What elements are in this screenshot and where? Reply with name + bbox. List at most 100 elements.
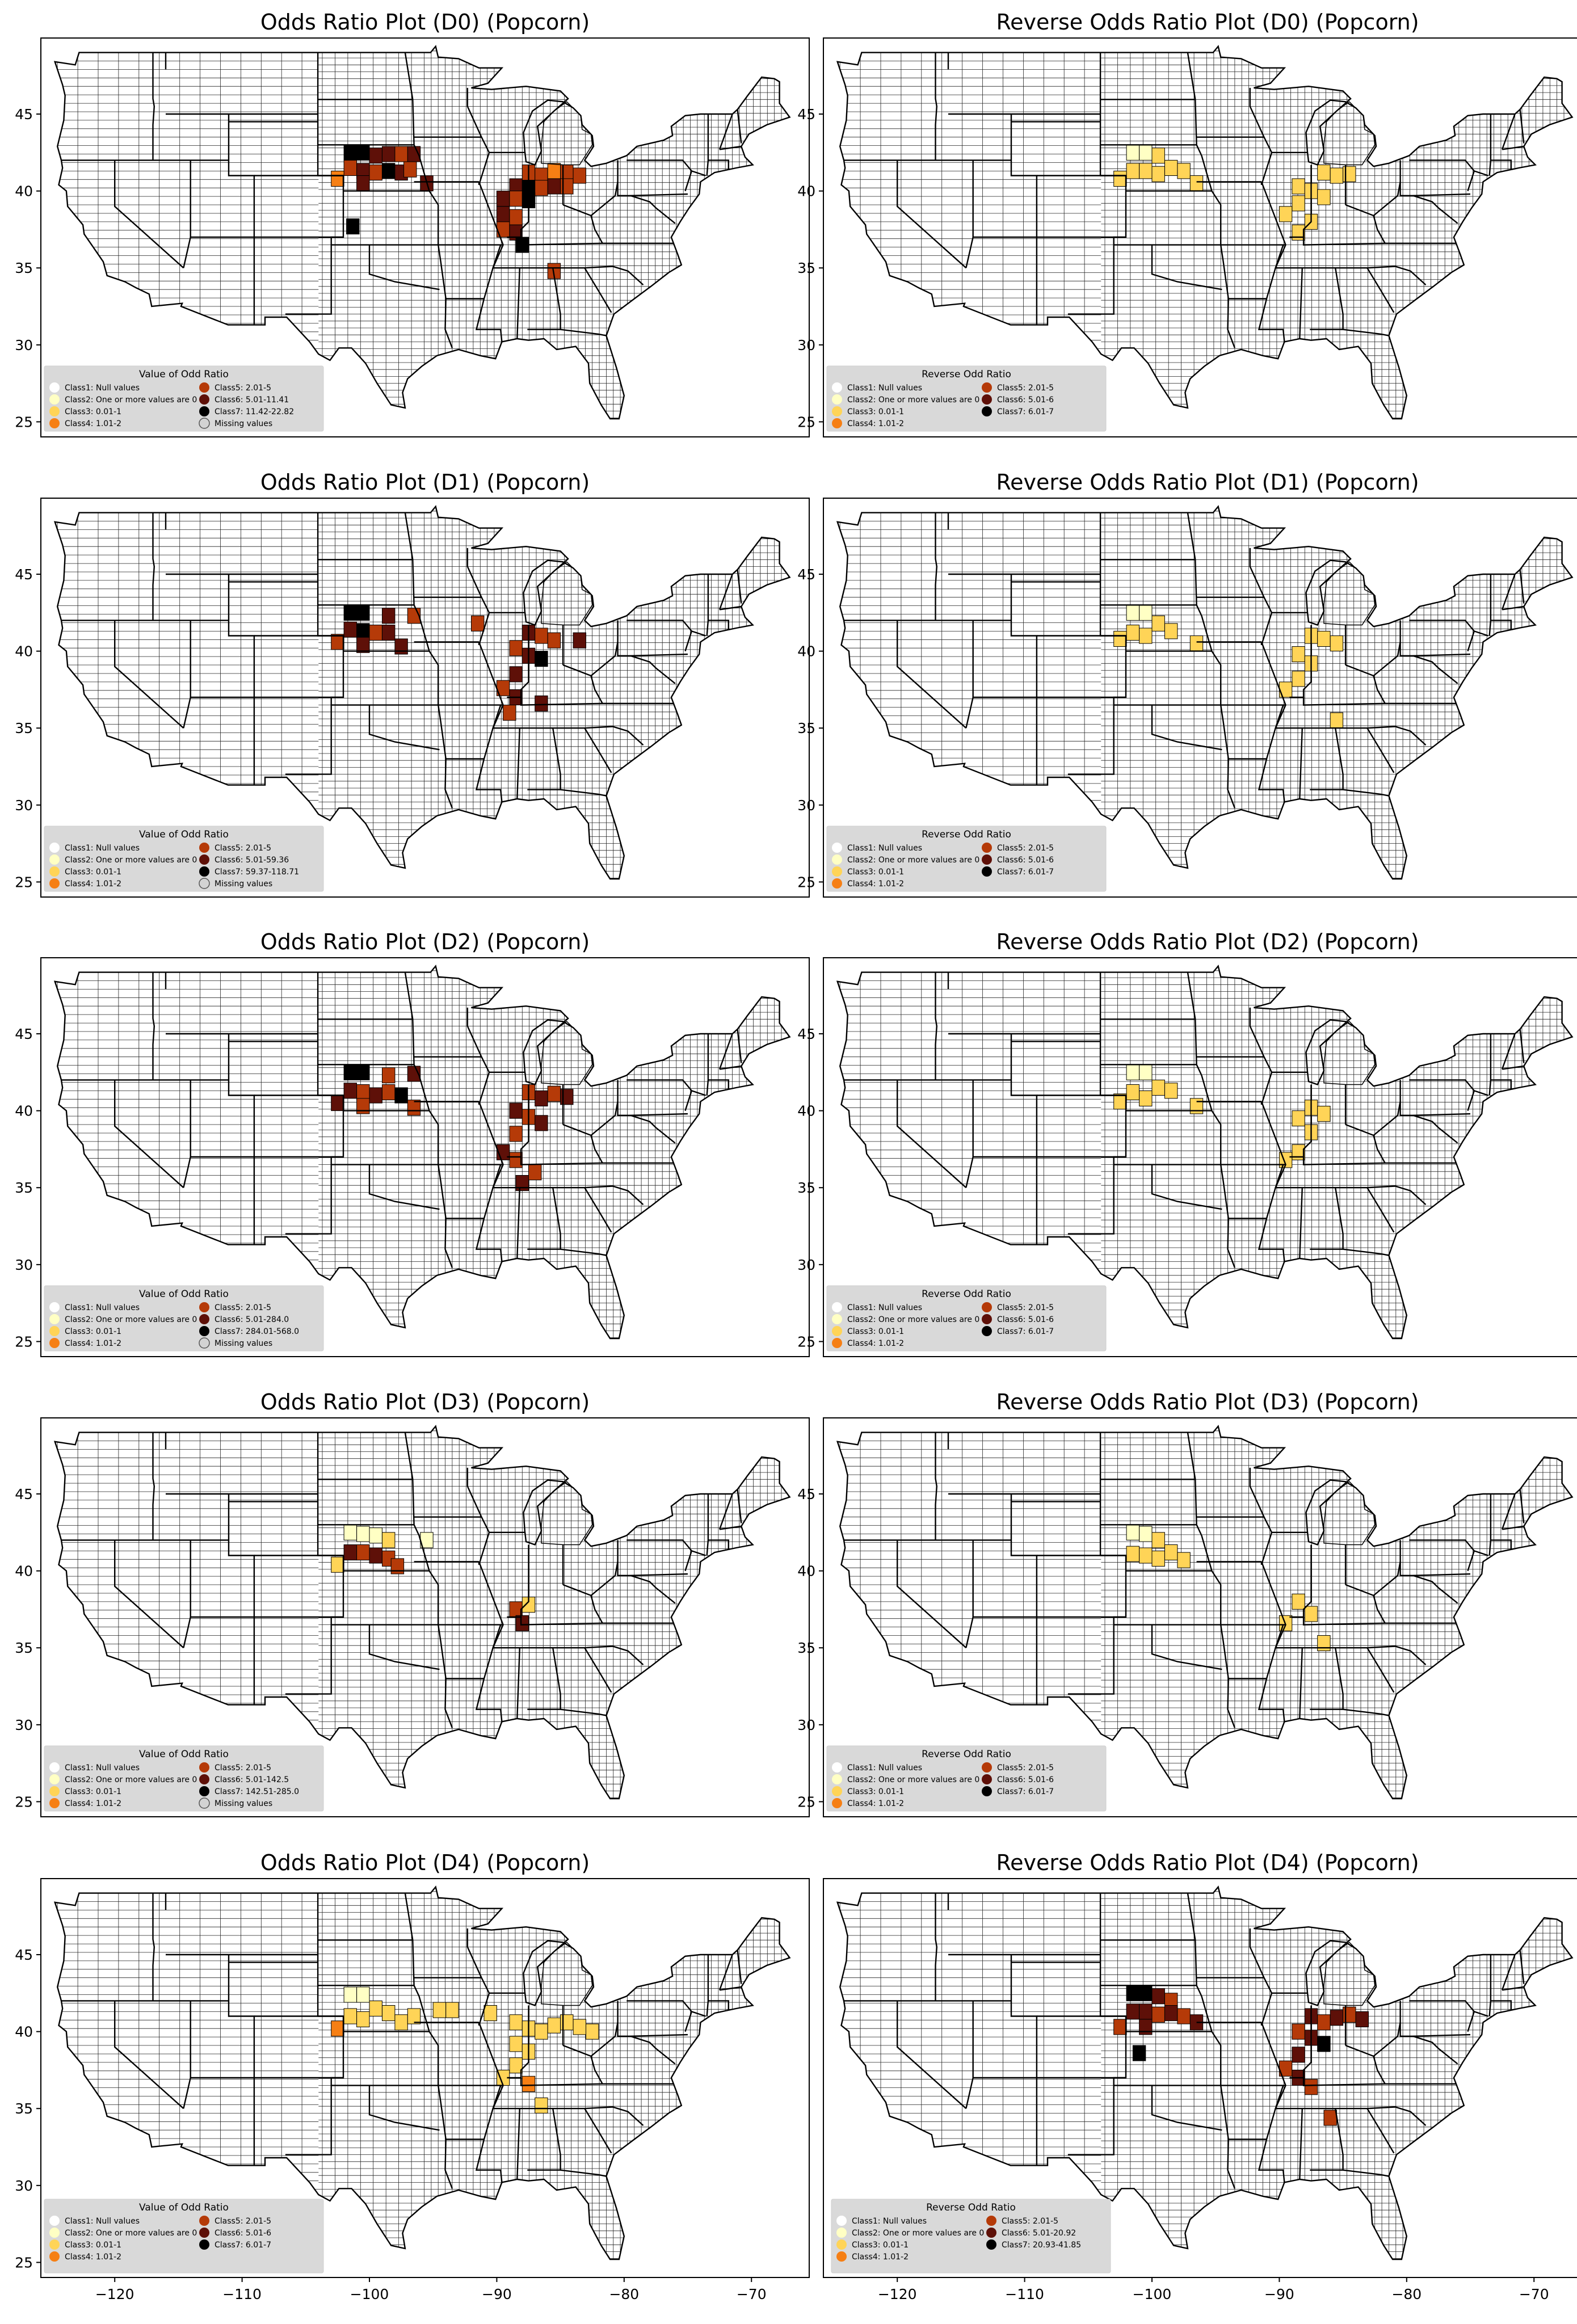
state-border bbox=[1502, 145, 1524, 150]
legend-marker bbox=[986, 2239, 996, 2250]
us-landmass bbox=[54, 46, 790, 419]
county-class-6 bbox=[509, 666, 523, 683]
county-class-3 bbox=[1317, 1635, 1331, 1652]
legend-marker bbox=[832, 418, 842, 428]
y-tick-label: 35 bbox=[15, 1180, 33, 1196]
legend-label: Class6: 5.01-6 bbox=[997, 856, 1054, 865]
county-class-6 bbox=[369, 1087, 382, 1104]
legend-title: Value of Odd Ratio bbox=[139, 1749, 229, 1760]
state-border bbox=[113, 620, 184, 729]
state-border bbox=[584, 1647, 612, 1693]
state-border bbox=[1249, 1007, 1286, 1262]
legend-label: Class5: 2.01-5 bbox=[215, 384, 271, 393]
county-class-3 bbox=[1317, 189, 1331, 205]
y-tick-label: 45 bbox=[797, 566, 815, 583]
us-outline bbox=[836, 1885, 1574, 2260]
state-border bbox=[719, 1525, 742, 1530]
legend-label: Class2: One or more values are 0 bbox=[847, 1315, 979, 1324]
legend-marker bbox=[49, 1786, 60, 1796]
state-border bbox=[1467, 2011, 1475, 2032]
legend-marker bbox=[982, 1786, 992, 1796]
legend-marker bbox=[836, 2216, 847, 2226]
state-border bbox=[492, 1624, 644, 1665]
us-outline bbox=[836, 45, 1574, 420]
state-borders bbox=[61, 52, 742, 348]
county-class-7 bbox=[356, 1064, 370, 1080]
county-class-7 bbox=[356, 604, 370, 621]
state-border bbox=[1275, 705, 1427, 746]
legend-marker bbox=[49, 1302, 60, 1312]
legend-marker bbox=[49, 1314, 60, 1324]
state-border bbox=[1467, 631, 1475, 651]
county-class-2 bbox=[1126, 144, 1139, 161]
legend-label: Class3: 0.01-1 bbox=[65, 868, 121, 877]
legend-marker bbox=[199, 1762, 209, 1773]
state-border bbox=[617, 1080, 688, 1116]
state-border bbox=[1519, 569, 1525, 604]
county-fills bbox=[1126, 1524, 1331, 1652]
legend-marker bbox=[982, 382, 992, 393]
state-borders bbox=[61, 1893, 742, 2189]
state-border bbox=[1275, 245, 1427, 285]
x-tick-label: −100 bbox=[1133, 2286, 1172, 2302]
county-class-5 bbox=[1304, 2079, 1318, 2095]
panel-title: Reverse Odds Ratio Plot (D2) (Popcorn) bbox=[996, 929, 1419, 954]
state-border bbox=[1366, 2108, 1395, 2154]
county-class-6 bbox=[573, 632, 586, 649]
state-borders bbox=[844, 1893, 1525, 2189]
state-border bbox=[1501, 1493, 1516, 1530]
state-border bbox=[1310, 2108, 1344, 2171]
legend-label: Class3: 0.01-1 bbox=[847, 1327, 904, 1336]
state-border bbox=[562, 204, 603, 244]
legend-marker bbox=[199, 843, 209, 853]
state-border bbox=[1373, 1561, 1401, 1596]
state-border bbox=[1345, 1123, 1386, 1164]
map-panel: Odds Ratio Plot (D3) (Popcorn) 25 30 35 40 45… bbox=[15, 1390, 810, 1817]
legend-marker bbox=[982, 866, 992, 877]
state-border bbox=[737, 1950, 742, 1984]
legend-marker bbox=[199, 382, 209, 393]
county-class-5 bbox=[407, 1100, 421, 1116]
legend-label: Class6: 5.01-142.5 bbox=[215, 1775, 289, 1784]
state-border bbox=[404, 1893, 453, 2189]
county-class-7 bbox=[356, 623, 370, 639]
x-tick-label: −90 bbox=[1264, 2286, 1294, 2302]
state-border bbox=[626, 1539, 706, 1556]
state-border bbox=[1151, 1164, 1222, 1210]
state-border bbox=[560, 329, 607, 336]
legend-marker bbox=[49, 382, 60, 393]
county-class-3 bbox=[1151, 1079, 1165, 1096]
state-border bbox=[1249, 1928, 1286, 2183]
legend-marker bbox=[49, 2216, 60, 2226]
state-border bbox=[516, 2108, 520, 2180]
state-border bbox=[507, 165, 529, 238]
legend-marker bbox=[836, 2251, 847, 2262]
legend-marker bbox=[832, 1338, 842, 1348]
county-class-6 bbox=[1330, 2010, 1344, 2026]
y-tick-label: 25 bbox=[15, 414, 33, 430]
legend-label: Class3: 0.01-1 bbox=[847, 407, 904, 416]
legend-label: Class5: 2.01-5 bbox=[1002, 2217, 1058, 2226]
county-class-2 bbox=[343, 1986, 357, 2003]
state-border bbox=[1299, 1648, 1303, 1719]
state-border bbox=[113, 160, 184, 269]
county-class-3 bbox=[1113, 1093, 1127, 1110]
legend-marker bbox=[832, 1798, 842, 1808]
county-class-3 bbox=[407, 2008, 421, 2024]
state-border bbox=[630, 655, 676, 684]
us-outline bbox=[53, 1885, 791, 2260]
state-border bbox=[1502, 605, 1524, 611]
legend: Value of Odd Ratio Class1: Null values Cla… bbox=[44, 365, 324, 432]
panel-title: Reverse Odds Ratio Plot (D3) (Popcorn) bbox=[996, 1390, 1419, 1414]
state-border bbox=[584, 727, 612, 773]
state-border bbox=[1345, 1584, 1386, 1624]
state-border bbox=[1299, 1188, 1303, 1259]
y-tick-label: 35 bbox=[797, 1180, 815, 1196]
county-class-2 bbox=[1139, 1526, 1153, 1542]
county-class-6 bbox=[1139, 2019, 1153, 2035]
us-outline bbox=[53, 505, 791, 880]
legend-label: Class1: Null values bbox=[847, 384, 922, 393]
state-border bbox=[1299, 2108, 1303, 2180]
us-landmass bbox=[837, 1887, 1572, 2259]
state-border bbox=[737, 109, 742, 144]
